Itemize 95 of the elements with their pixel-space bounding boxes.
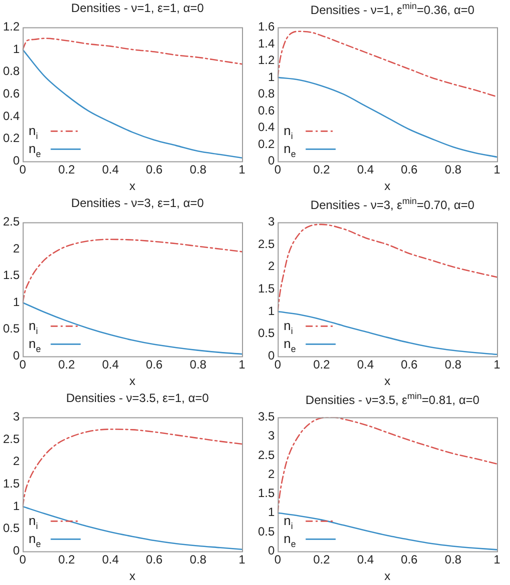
x-axis-title: x xyxy=(384,374,390,388)
y-tick-label: 2.5 xyxy=(2,432,20,446)
y-tick-label: 1.5 xyxy=(258,282,275,296)
y-tick-label: 0 xyxy=(268,154,275,168)
x-axis-title: x xyxy=(129,179,136,194)
x-tick-label: 0.6 xyxy=(146,358,163,372)
x-tick-label: 0.2 xyxy=(58,358,76,372)
x-tick-label: 0.8 xyxy=(444,358,462,372)
y-tick-label: 0.5 xyxy=(2,521,20,536)
line-series xyxy=(278,30,497,98)
y-tick-label: 2 xyxy=(12,454,20,468)
y-tick-label: 0.4 xyxy=(258,120,275,134)
x-tick-label: 1 xyxy=(238,552,246,567)
x-tick-label: 1 xyxy=(494,162,501,177)
x-tick-label: 0.6 xyxy=(400,358,418,372)
y-tick-label: 0 xyxy=(12,154,20,168)
y-tick-label: 0.5 xyxy=(258,524,275,538)
y-tick-label: 0 xyxy=(268,544,275,558)
x-tick-label: 0.4 xyxy=(357,162,374,177)
x-tick-label: 0.4 xyxy=(357,552,374,567)
y-tick-label: 1.5 xyxy=(258,486,275,500)
y-tick-label: 2 xyxy=(268,466,275,481)
x-tick-label: 0.6 xyxy=(400,162,418,177)
y-tick-label: 0.2 xyxy=(258,136,275,151)
x-axis-title: x xyxy=(384,569,390,584)
y-tick-label: 2.5 xyxy=(258,448,275,462)
line-series xyxy=(278,76,497,158)
y-tick-label: 1.2 xyxy=(2,20,20,34)
x-tick-label: 0.2 xyxy=(313,162,330,177)
chart-title: Densities - ν=1, ε$^{min}$=0.36, α=0 xyxy=(310,1,476,17)
chart-title: Densities - ν=3, ε$^{min}$=0.70, α=0 xyxy=(310,196,476,212)
x-tick-label: 0.2 xyxy=(313,358,330,372)
x-tick-label: 0.6 xyxy=(146,552,163,567)
y-tick-label: 0.6 xyxy=(258,103,275,118)
x-axis-title: x xyxy=(129,569,136,584)
y-tick-label: 1 xyxy=(268,304,275,318)
x-tick-label: 1 xyxy=(238,162,246,177)
y-tick-label: 3 xyxy=(268,214,275,229)
x-tick-label: 1 xyxy=(494,358,501,372)
x-tick-label: 0.2 xyxy=(58,162,76,177)
y-tick-label: 0.4 xyxy=(2,108,20,123)
y-tick-label: 1.2 xyxy=(258,53,275,68)
y-tick-label: 1.5 xyxy=(2,476,20,491)
x-tick-label: 1 xyxy=(238,358,246,372)
line-series xyxy=(278,512,497,550)
y-tick-label: 2 xyxy=(12,241,20,256)
x-tick-label: 0.4 xyxy=(357,358,374,372)
y-tick-label: 2 xyxy=(268,259,275,274)
x-tick-label: 0.4 xyxy=(102,162,120,177)
x-tick-label: 0.8 xyxy=(190,552,207,567)
y-tick-label: 1.4 xyxy=(258,36,275,50)
chart-title: Densities - ν=3, ε=1, α=0 xyxy=(70,196,205,210)
y-tick-label: 1 xyxy=(268,505,275,520)
y-tick-label: 0 xyxy=(12,544,20,558)
y-tick-label: 3 xyxy=(12,410,20,424)
y-tick-label: 0.8 xyxy=(2,64,20,78)
y-tick-label: 2.5 xyxy=(2,214,20,229)
y-tick-label: 1.6 xyxy=(258,20,275,34)
y-tick-label: 0 xyxy=(268,348,275,363)
y-tick-label: 3 xyxy=(268,428,275,443)
line-series xyxy=(22,506,242,550)
x-tick-label: 0.8 xyxy=(444,552,462,567)
x-tick-label: 0.2 xyxy=(58,552,76,567)
y-tick-label: 0.6 xyxy=(2,86,20,101)
y-tick-label: 2.5 xyxy=(258,236,275,251)
y-tick-label: 3.5 xyxy=(258,410,275,424)
x-tick-label: 0.6 xyxy=(400,552,418,567)
x-tick-label: 0.8 xyxy=(190,358,207,372)
x-axis-title: x xyxy=(384,179,390,194)
y-tick-label: 0.5 xyxy=(2,322,20,336)
y-tick-label: 0.5 xyxy=(258,326,275,340)
line-series xyxy=(22,238,242,304)
line-series xyxy=(22,48,242,158)
line-series xyxy=(22,38,242,65)
y-tick-label: 0.8 xyxy=(258,86,275,101)
chart-title: Densities - ν=1, ε=1, α=0 xyxy=(70,1,205,15)
chart-title: Densities - ν=3.5, ε=1, α=0 xyxy=(65,391,210,405)
line-series xyxy=(278,310,497,356)
y-tick-label: 0.2 xyxy=(2,131,20,146)
y-tick-label: 0 xyxy=(12,348,20,363)
x-tick-label: 0.8 xyxy=(444,162,462,177)
y-tick-label: 1 xyxy=(12,42,20,56)
x-tick-label: 1 xyxy=(494,552,501,567)
y-tick-label: 1.5 xyxy=(2,268,20,282)
line-series xyxy=(22,302,242,355)
x-axis-title: x xyxy=(129,374,136,388)
y-tick-label: 1 xyxy=(12,294,20,309)
x-tick-label: 0.6 xyxy=(146,162,163,177)
y-tick-label: 1 xyxy=(12,498,20,513)
chart-title: Densities - ν=3.5, ε$^{min}$=0.81, α=0 xyxy=(304,391,480,407)
x-tick-label: 0.8 xyxy=(190,162,207,177)
y-tick-label: 1 xyxy=(268,70,275,84)
x-tick-label: 0.4 xyxy=(102,358,120,372)
x-tick-label: 0.4 xyxy=(102,552,120,567)
x-tick-label: 0.2 xyxy=(313,552,330,567)
